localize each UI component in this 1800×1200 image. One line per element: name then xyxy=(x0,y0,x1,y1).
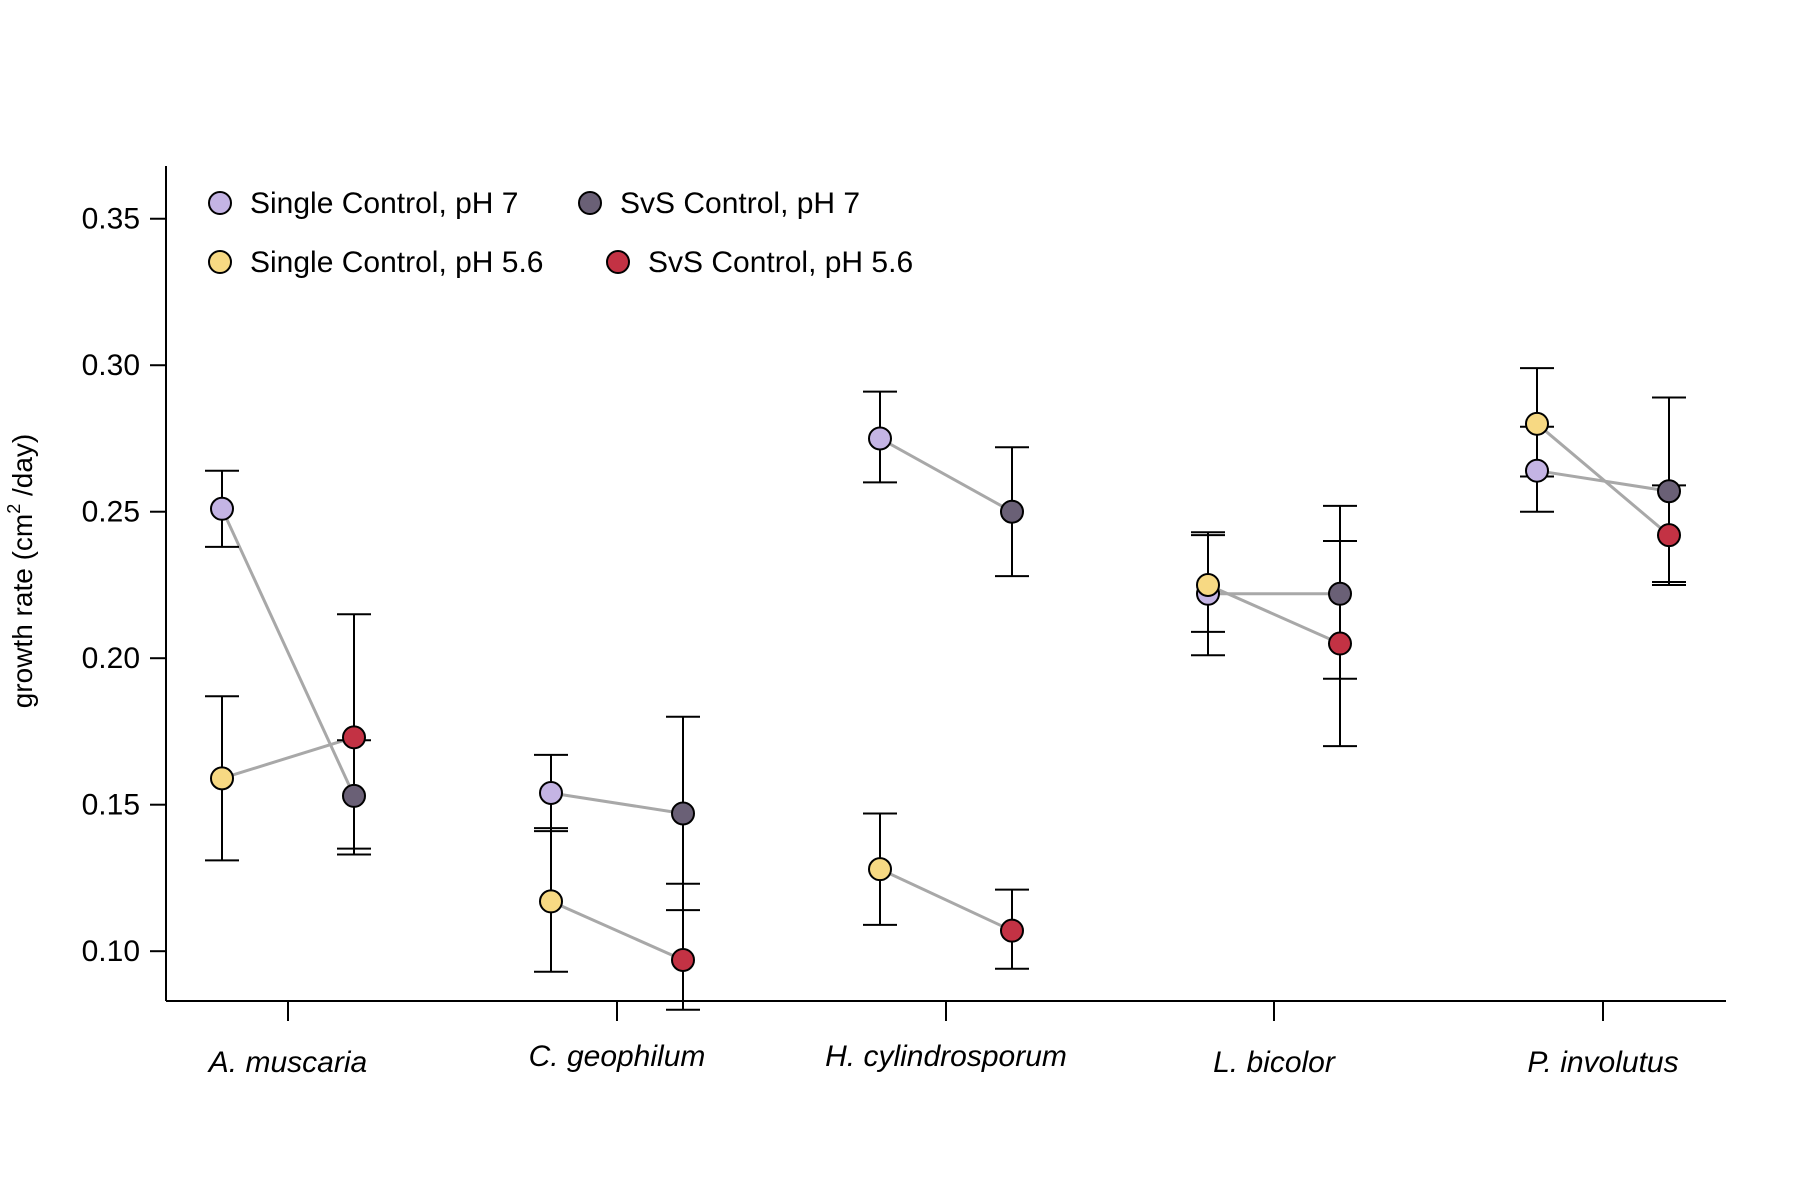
legend: Single Control, pH 7 SvS Control, pH 7 Sin… xyxy=(208,187,913,279)
x-ticks: A. muscaria C. geophilum H. cylindrosporum… xyxy=(207,1001,1679,1079)
x-tick-label: L. bicolor xyxy=(1213,1046,1336,1079)
connector-line xyxy=(1536,422,1670,537)
data-point xyxy=(1196,572,1220,597)
data-point xyxy=(671,947,695,972)
y-tick-label: 0.10 xyxy=(82,935,140,968)
data-point xyxy=(1000,499,1024,524)
legend-swatch xyxy=(578,191,602,215)
data-point xyxy=(868,426,892,451)
connector-line xyxy=(1207,583,1341,645)
data-point xyxy=(1000,918,1024,943)
data-point xyxy=(1657,523,1681,548)
y-tick-label: 0.30 xyxy=(82,349,140,382)
data-point xyxy=(1525,411,1549,436)
x-tick-label: A. muscaria xyxy=(207,1046,367,1079)
connector-line xyxy=(550,791,684,815)
data-point xyxy=(539,780,563,805)
y-tick-label: 0.25 xyxy=(82,496,140,529)
legend-swatch xyxy=(208,191,232,215)
error-bar xyxy=(666,882,700,1011)
connector-line xyxy=(221,735,355,780)
data-point xyxy=(539,889,563,914)
data-point xyxy=(1657,479,1681,504)
legend-label: Single Control, pH 7 xyxy=(250,187,518,220)
data-point xyxy=(210,496,234,521)
data-point xyxy=(342,783,366,808)
y-axis-title-superscript: 2 xyxy=(4,504,24,514)
legend-swatch xyxy=(208,250,232,274)
data-point xyxy=(342,725,366,750)
y-axis-title-main: growth rate (cm xyxy=(7,514,38,709)
y-tick-label: 0.15 xyxy=(82,789,140,822)
data-point xyxy=(868,857,892,882)
y-axis-title: growth rate (cm2 /day) xyxy=(4,434,38,709)
connector-line xyxy=(879,867,1013,933)
data-point xyxy=(1328,581,1352,606)
y-axis-title-unit: /day) xyxy=(7,434,38,504)
y-tick-label: 0.20 xyxy=(82,642,140,675)
data-point xyxy=(1525,458,1549,483)
x-tick-label: H. cylindrosporum xyxy=(825,1040,1067,1073)
connector-lines xyxy=(220,422,1670,962)
error-bars xyxy=(205,367,1686,1011)
legend-label: Single Control, pH 5.6 xyxy=(250,246,544,279)
legend-label: SvS Control, pH 5.6 xyxy=(648,246,913,279)
data-points xyxy=(210,411,1681,972)
connector-line xyxy=(879,437,1013,514)
legend-swatch xyxy=(606,250,630,274)
data-point xyxy=(671,801,695,826)
data-point xyxy=(210,766,234,791)
x-tick-label: C. geophilum xyxy=(529,1040,706,1073)
axes: 0.10 0.15 0.20 0.25 0.30 0.35 A. muscaria C. g… xyxy=(82,166,1726,1079)
connector-line xyxy=(220,508,356,797)
y-tick-label: 0.35 xyxy=(82,203,140,236)
x-tick-label: P. involutus xyxy=(1527,1046,1678,1079)
data-point xyxy=(1328,631,1352,656)
y-ticks: 0.10 0.15 0.20 0.25 0.30 0.35 xyxy=(82,203,166,968)
connector-line xyxy=(550,900,684,962)
legend-label: SvS Control, pH 7 xyxy=(620,187,860,220)
